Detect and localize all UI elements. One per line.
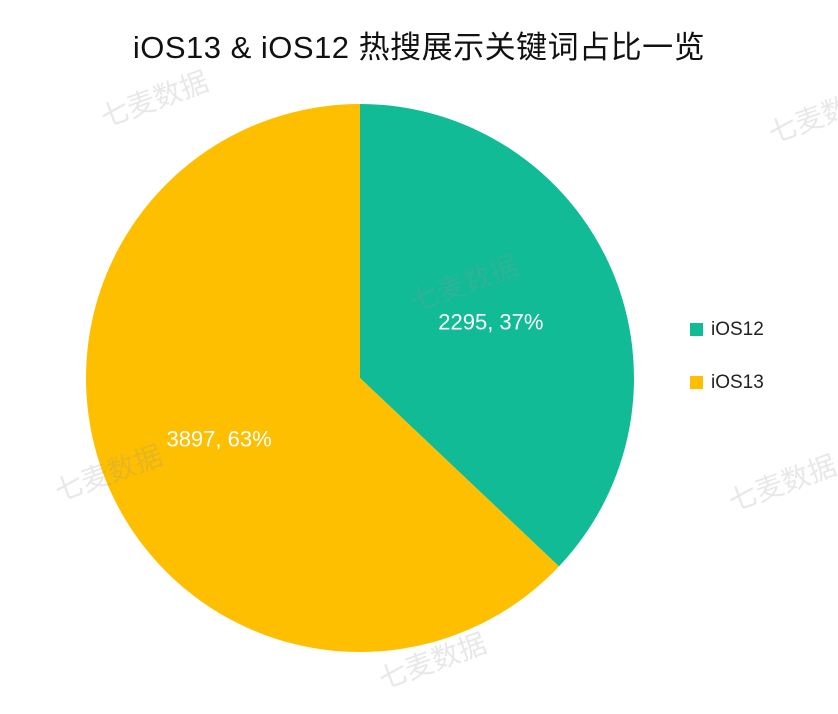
legend-swatch-ios13	[690, 376, 703, 389]
chart-legend: iOS12 iOS13	[690, 316, 764, 422]
pie-slice-ios13	[86, 104, 559, 652]
legend-item-ios13: iOS13	[690, 369, 764, 396]
legend-swatch-ios12	[690, 323, 703, 336]
data-label-ios13: 3897, 63%	[166, 427, 271, 452]
legend-label-ios12: iOS12	[711, 318, 764, 340]
legend-label-ios13: iOS13	[711, 371, 764, 393]
pie-slice-ios12	[360, 104, 635, 567]
data-label-ios12: 2295, 37%	[438, 310, 543, 335]
chart-title: iOS13 & iOS12 热搜展示关键词占比一览	[132, 30, 706, 65]
legend-item-ios12: iOS12	[690, 316, 764, 343]
